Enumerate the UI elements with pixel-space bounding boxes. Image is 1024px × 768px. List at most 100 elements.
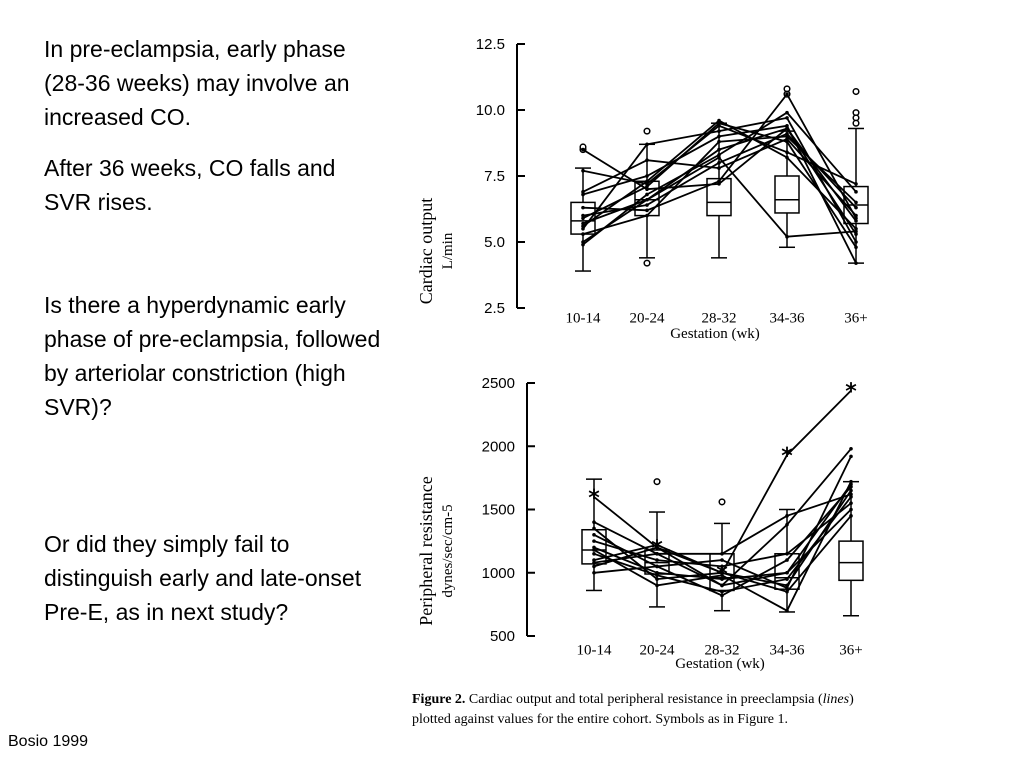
chart2-patient-point [720,583,724,588]
chart2-patient-point [655,577,659,581]
chart2-patient-point [592,564,596,569]
chart1-patient-point [785,150,789,155]
chart1-patient-point [717,166,721,170]
chart2-asterisk-marker: * [781,444,793,469]
chart2-y-axis-title: Peripheral resistance [416,476,436,625]
chart2-patient-point [849,501,853,505]
chart1-y-tick-label: 2.5 [484,300,505,317]
chart1-patient-point [581,168,585,173]
chart1-patient-point [717,147,721,152]
chart1-patient-point [717,139,721,144]
chart2-patient-point [720,558,724,562]
chart1-patient-point [854,229,858,234]
chart1-patient-point [854,200,858,205]
citation: Bosio 1999 [8,733,89,750]
paragraph-early-phase: In pre-eclampsia, early phase (28-36 wee… [44,36,350,130]
chart2-asterisk-marker: * [588,486,600,511]
chart2-patient-point [592,551,596,556]
chart1-outlier [643,127,651,135]
chart1-patient-point [581,147,585,152]
chart2-patient-point [785,583,789,588]
chart1-patient-point [581,190,585,194]
chart1-patient-point [581,232,585,236]
chart1-patient-point [717,182,721,186]
chart1-patient-point [645,192,649,197]
chart2-patient-point [720,573,724,578]
chart2-patient-point [592,548,596,552]
chart1-outlier [852,119,860,127]
chart1-patient-point [854,232,858,236]
chart2-patient-point [785,522,789,527]
chart1-x-tick-label: 34-36 [770,311,805,327]
chart2-patient-point [655,543,659,547]
chart2-patient-point [849,454,853,459]
chart1-patient-point [785,134,789,139]
chart1-patient-point [785,137,789,141]
chart2-patient-point [785,514,789,518]
chart1-patient-point [581,227,585,231]
chart2-patient-point [655,583,659,588]
figure-caption-text-1: Cardiac output and total peripheral resi… [468,692,823,707]
chart1-outlier [643,259,651,267]
chart2-patient-point [655,570,659,575]
chart1-patient-point [581,205,585,210]
chart1-patient-point [785,124,789,128]
chart1-x-tick-label: 10-14 [566,311,601,327]
chart2-patient-point [592,570,596,575]
chart1-patient-point [717,153,721,157]
chart1-patient-point [581,216,585,221]
chart1-patient-point [645,187,649,191]
chart1-patient-point [854,227,858,231]
chart1-patient-point [717,155,721,160]
figure-caption-label: Figure 2. [412,692,466,707]
chart1-patient-point [854,245,858,250]
chart1-y-tick-label: 10.0 [476,102,505,119]
chart1-patient-point [717,161,721,165]
chart2-asterisk-marker: * [845,380,857,405]
paragraph-hyperdynamic-question: Is there a hyperdynamic early phase of p… [44,292,381,420]
chart2-patient-point [720,564,724,569]
chart2-y-tick-label: 500 [490,628,515,645]
chart2-patient-point [785,608,789,613]
chart1-y-axis-unit: L/min [440,232,456,269]
chart1-x-tick-label: 28-32 [702,311,737,327]
chart2-patient-point [592,520,596,524]
chart2-patient-point [655,573,659,578]
chart2-patient-point [592,539,596,543]
chart2-patient-point [592,533,596,537]
chart2-y-tick-label: 2500 [482,375,515,392]
paragraph-after-36-weeks: After 36 weeks, CO falls and SVR rises. [44,155,336,215]
chart1-patient-point [854,240,858,244]
chart2-patient-point [720,589,724,594]
chart2-patient-point [592,558,596,562]
chart2-patient-point [720,593,724,598]
chart2-patient-point [849,484,853,489]
chart1-patient-point [581,213,585,218]
figure-caption-emphasis: lines [822,692,850,707]
chart2-patient-point [849,495,853,499]
chart1-outlier [852,87,860,96]
chart2-outlier [653,478,661,486]
chart2-patient-point [592,560,596,565]
chart2-patient-point [785,577,789,581]
chart1-patient-point [785,116,789,120]
chart1-y-tick-label: 7.5 [484,168,505,185]
chart2-y-tick-label: 1000 [482,565,515,582]
chart1-patient-point [645,184,649,189]
chart2-x-tick-label: 36+ [839,643,862,659]
chart1-patient-point [785,131,789,136]
chart2-patient-point [785,589,789,594]
chart1-patient-point [645,197,649,202]
chart2-patient-point [655,558,659,562]
chart2-y-tick-label: 2000 [482,438,515,455]
chart1-patient-point [581,240,585,244]
paragraph-early-late-onset-question: Or did they simply fail to distinguish e… [44,531,362,625]
chart2-patient-point [655,564,659,569]
chart2-patient-point [785,551,789,556]
chart1-patient-point [645,213,649,218]
chart2-patient-point [849,479,853,484]
chart2-patient-point [655,545,659,550]
chart1-patient-point [717,134,721,139]
chart1-patient-point [645,142,649,147]
